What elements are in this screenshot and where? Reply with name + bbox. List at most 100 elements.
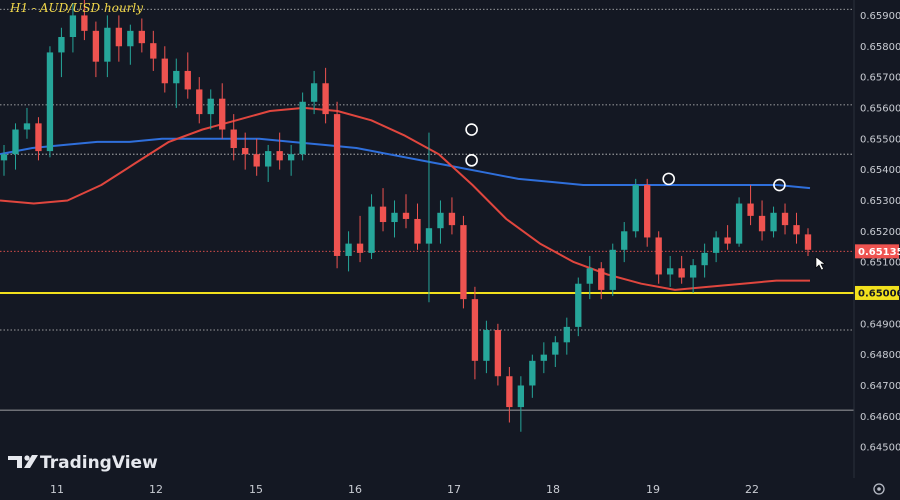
candle-body: [724, 237, 731, 244]
candle-body: [598, 268, 605, 290]
candle-body: [747, 203, 754, 216]
candle-body: [621, 231, 628, 250]
price-tick: 0.65100: [860, 258, 900, 269]
candle-body: [150, 43, 157, 59]
price-tick: 0.65800: [860, 42, 900, 53]
candle-body: [632, 185, 639, 232]
candle-body: [345, 243, 352, 256]
candle-body: [529, 360, 536, 386]
touch-markers: [465, 123, 786, 192]
mouse-cursor: [815, 256, 826, 271]
candle-body: [81, 15, 88, 31]
date-tick: 19: [646, 483, 660, 496]
candle-body: [287, 154, 295, 161]
candle-body: [391, 212, 398, 223]
gear-icon[interactable]: [873, 483, 885, 495]
candle-body: [69, 15, 77, 38]
price-tick: 0.65400: [860, 165, 900, 176]
candle-body: [758, 215, 766, 232]
candle-body: [161, 58, 168, 84]
candle-body: [242, 148, 249, 155]
candle-body: [586, 268, 593, 284]
price-tick: 0.65700: [860, 73, 900, 84]
candle-body: [667, 268, 674, 275]
date-tick: 17: [447, 483, 461, 496]
candle-body: [23, 123, 31, 130]
marker-touch-2: [465, 154, 478, 167]
tradingview-logo-dot: [24, 455, 30, 461]
candle-body: [356, 243, 364, 253]
price-tick: 0.65200: [860, 227, 900, 238]
candle-body: [265, 151, 272, 167]
gear-icon-center: [877, 487, 881, 491]
candle-body: [552, 342, 559, 355]
candle-body: [425, 228, 433, 244]
tradingview-logo: TradingView: [8, 453, 158, 473]
candle-body: [46, 52, 54, 152]
candle-body: [689, 265, 697, 278]
date-tick: 11: [50, 483, 64, 496]
key-level-tag-bg: [855, 285, 899, 300]
candle-body: [471, 299, 479, 361]
candlesticks: [0, 0, 812, 432]
candle-body: [414, 218, 421, 244]
candle-body: [299, 101, 306, 155]
date-tick: 22: [745, 483, 759, 496]
marker-touch-3: [662, 172, 676, 186]
candle-body: [655, 237, 662, 275]
candle-body: [333, 114, 341, 256]
candle-body: [793, 225, 800, 235]
date-tick: 15: [249, 483, 263, 496]
candle-body: [483, 329, 490, 361]
candle-body: [563, 326, 570, 343]
candle-body: [379, 206, 387, 223]
price-tick: 0.65500: [860, 134, 900, 145]
candle-body: [575, 283, 582, 327]
candle-body: [448, 212, 456, 226]
tradingview-watermark: TradingView: [40, 453, 158, 473]
candle-body: [506, 376, 513, 408]
price-tick: 0.64700: [860, 381, 900, 392]
candle-body: [368, 206, 375, 253]
moving-averages: [0, 106, 811, 291]
candle-body: [540, 354, 547, 361]
price-tick: 0.64900: [860, 319, 900, 330]
candle-body: [712, 237, 720, 253]
current-price-tag-bg: [855, 244, 899, 259]
candle-body: [804, 234, 812, 250]
horizontal-levels: [0, 8, 854, 411]
price-axis[interactable]: 0.65900 0.65800 0.65700 0.65600 0.65500 0.654…: [855, 11, 900, 454]
candle-body: [92, 30, 100, 62]
settings-icon[interactable]: [873, 483, 885, 495]
candle-body: [517, 385, 525, 408]
candle-body: [127, 30, 134, 47]
cursor-arrow-icon: [815, 256, 826, 271]
candle-body: [35, 123, 42, 152]
candle-body: [184, 70, 191, 90]
candle-body: [12, 129, 19, 155]
price-tick: 0.65300: [860, 196, 900, 207]
candle-body: [678, 268, 685, 278]
candle-body: [196, 89, 203, 115]
candle-body: [104, 27, 111, 62]
candle-body: [58, 37, 65, 53]
candle-body: [230, 129, 237, 149]
price-tick: 0.64600: [860, 412, 900, 423]
key-level-tag: 0.65000: [858, 288, 900, 299]
candle-body: [735, 203, 743, 244]
candle-body: [0, 154, 8, 161]
tradingview-logo-mark: [24, 455, 38, 468]
candle-body: [207, 98, 214, 115]
candle-body: [322, 83, 329, 115]
candle-body: [437, 212, 444, 229]
time-axis[interactable]: 11 12 15 16 17 18 19 22: [50, 483, 759, 496]
price-tick: 0.65600: [860, 103, 900, 114]
price-tick: 0.65900: [860, 11, 900, 22]
date-tick: 12: [149, 483, 163, 496]
candle-body: [276, 151, 283, 161]
candle-body: [644, 185, 651, 238]
date-tick: 18: [546, 483, 560, 496]
date-tick: 16: [348, 483, 362, 496]
candle-body: [770, 212, 777, 232]
